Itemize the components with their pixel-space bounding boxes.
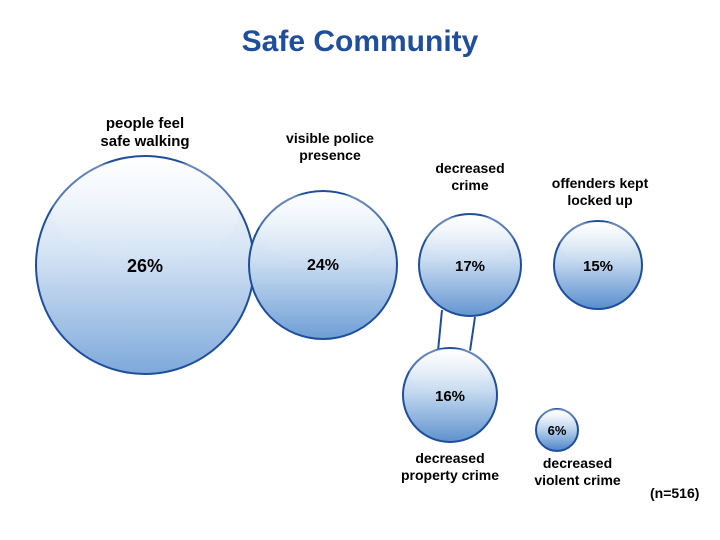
connector-line bbox=[437, 310, 443, 351]
bubble-label: offenders kept locked up bbox=[540, 175, 660, 209]
bubble-label: decreased property crime bbox=[385, 450, 515, 484]
bubble-label: decreased violent crime bbox=[520, 455, 635, 489]
bubble-value: 16% bbox=[425, 388, 475, 405]
bubble-label: decreased crime bbox=[420, 160, 520, 194]
chart-title: Safe Community bbox=[0, 25, 720, 59]
bubble-value: 24% bbox=[293, 257, 353, 275]
bubble-value: 15% bbox=[573, 258, 623, 275]
bubble-label: people feel safe walking bbox=[80, 115, 210, 151]
sample-size-note: (n=516) bbox=[650, 485, 699, 501]
bubble-value: 17% bbox=[445, 258, 495, 275]
bubble-value: 6% bbox=[540, 423, 574, 438]
bubble-value: 26% bbox=[110, 256, 180, 277]
bubble-label: visible police presence bbox=[265, 130, 395, 164]
connector-line bbox=[469, 317, 476, 351]
